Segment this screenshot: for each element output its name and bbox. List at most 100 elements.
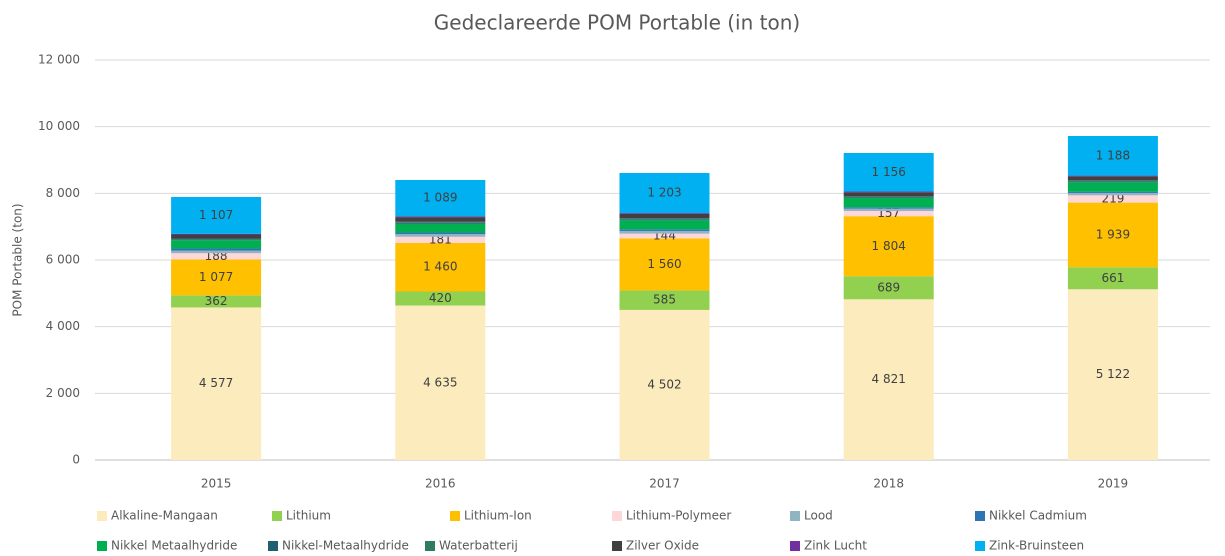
y-tick-label: 6 000 — [46, 253, 80, 267]
legend-label: Alkaline-Mangaan — [111, 509, 218, 523]
legend-swatch — [790, 541, 800, 551]
data-label: 4 577 — [199, 376, 233, 390]
y-tick-label: 0 — [72, 453, 80, 467]
bar-segment — [843, 191, 934, 193]
bar-segment — [171, 295, 262, 308]
data-label: 1 560 — [647, 257, 681, 271]
legend-swatch — [612, 511, 622, 521]
bar-segment — [395, 221, 486, 223]
bar-segment — [843, 208, 934, 211]
bar-segment — [619, 218, 710, 220]
bar-segment — [171, 240, 262, 249]
legend-swatch — [450, 511, 460, 521]
bar-segment — [171, 238, 262, 240]
bar-segment — [1067, 182, 1158, 192]
bar-segment — [619, 229, 710, 231]
bar-segment — [619, 309, 710, 460]
bar-segment — [1067, 181, 1158, 183]
legend-label: Waterbatterij — [439, 539, 518, 553]
x-tick-label: 2017 — [649, 477, 680, 491]
legend-swatch — [790, 511, 800, 521]
data-label: 1 203 — [647, 186, 681, 200]
x-tick-label: 2018 — [873, 477, 904, 491]
legend-swatch — [97, 511, 107, 521]
bar-segment — [619, 230, 710, 234]
data-label: 4 635 — [423, 375, 457, 389]
data-label: 1 939 — [1096, 227, 1130, 241]
bar-segment — [843, 299, 934, 460]
bar-segment — [843, 276, 934, 300]
bar-segment — [619, 290, 710, 310]
bar-segment — [619, 213, 710, 219]
legend-label: Nikkel Cadmium — [989, 509, 1087, 523]
x-tick-label: 2016 — [425, 477, 456, 491]
bar-segment — [171, 253, 262, 260]
legend-label: Lood — [804, 509, 833, 523]
bar-segment — [395, 242, 486, 292]
bar-segment — [619, 219, 710, 221]
bar-segment — [843, 197, 934, 198]
bar-segment — [395, 236, 486, 243]
data-label: 4 502 — [647, 377, 681, 391]
bar-segment — [395, 305, 486, 460]
bar-segment — [1067, 192, 1158, 196]
data-label: 1 107 — [199, 208, 233, 222]
legend-label: Zink-Bruinsteen — [989, 539, 1084, 553]
legend-swatch — [612, 541, 622, 551]
data-label: 661 — [1101, 271, 1124, 285]
x-tick-label: 2015 — [201, 477, 232, 491]
data-label: 1 089 — [423, 191, 457, 205]
bar-segment — [1067, 202, 1158, 268]
bar-segment — [843, 216, 934, 277]
data-label: 689 — [877, 280, 900, 294]
data-label: 1 077 — [199, 270, 233, 284]
bar-segment — [395, 216, 486, 218]
bar-segment — [171, 250, 262, 254]
bar-segment — [1067, 267, 1158, 290]
legend-label: Nikkel Metaalhydride — [111, 539, 237, 553]
bar-segment — [171, 259, 262, 296]
bar-segment — [1067, 191, 1158, 193]
legend-swatch — [975, 511, 985, 521]
legend-label: Lithium-Polymeer — [626, 509, 731, 523]
legend-label: Nikkel-Metaalhydride — [282, 539, 409, 553]
y-tick-label: 8 000 — [46, 186, 80, 200]
bar-segment — [843, 210, 934, 217]
y-tick-label: 4 000 — [46, 319, 80, 333]
legend-swatch — [272, 511, 282, 521]
data-label: 362 — [205, 294, 228, 308]
bar-segment — [619, 173, 710, 214]
legend-label: Lithium — [286, 509, 331, 523]
data-label: 1 156 — [872, 165, 906, 179]
bar-segment — [171, 234, 262, 239]
bar-segment — [171, 307, 262, 460]
data-label: 4 821 — [872, 372, 906, 386]
data-label: 5 122 — [1096, 367, 1130, 381]
bar-segment — [619, 238, 710, 291]
bar-segment — [395, 222, 486, 224]
legend-swatch — [268, 541, 278, 551]
bar-segment — [843, 153, 934, 192]
data-label: 1 460 — [423, 260, 457, 274]
bar-segment — [171, 196, 262, 234]
bar-segment — [395, 223, 486, 233]
bar-segment — [171, 239, 262, 241]
y-tick-label: 2 000 — [46, 386, 80, 400]
bar-segment — [395, 232, 486, 235]
data-label: 585 — [653, 293, 676, 307]
bar-segment — [843, 207, 934, 209]
bar-segment — [1067, 136, 1158, 176]
bar-segment — [843, 196, 934, 198]
legend-swatch — [425, 541, 435, 551]
y-tick-label: 10 000 — [38, 119, 80, 133]
bar-segment — [395, 234, 486, 237]
x-tick-label: 2019 — [1098, 477, 1129, 491]
data-label: 420 — [429, 291, 452, 305]
bar-segment — [171, 233, 262, 235]
bar-segment — [1067, 175, 1158, 177]
bar-segment — [619, 213, 710, 214]
y-tick-label: 12 000 — [38, 53, 80, 67]
legend-label: Zilver Oxide — [626, 539, 699, 553]
legend-swatch — [97, 541, 107, 551]
bar-segment — [1067, 176, 1158, 181]
